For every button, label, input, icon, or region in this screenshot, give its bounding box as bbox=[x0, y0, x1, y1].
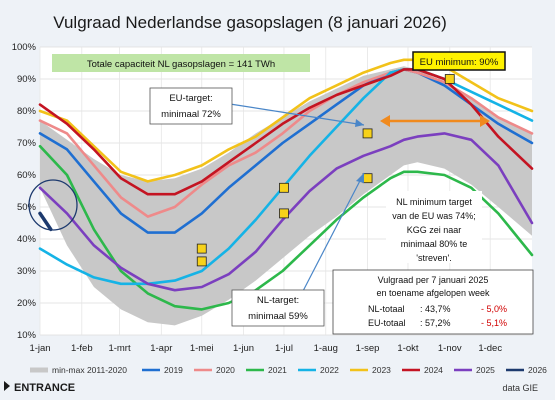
x-tick-label: 1-nov bbox=[438, 343, 462, 354]
target-marker bbox=[362, 173, 373, 184]
nl-target-line1: NL-target: bbox=[257, 295, 299, 306]
series-line-2026 bbox=[38, 211, 53, 232]
y-tick-label: 100% bbox=[12, 42, 37, 53]
legend-label: 2025 bbox=[476, 365, 495, 375]
brand-text: ENTRANCE bbox=[14, 382, 75, 394]
band-area bbox=[40, 66, 532, 326]
stats-title-line2: en toename afgelopen week bbox=[376, 288, 490, 298]
x-tick-label: 1-mei bbox=[190, 343, 214, 354]
stats-box: Vulgraad per 7 januari 2025 en toename a… bbox=[332, 269, 534, 335]
capacity-text: Totale capaciteit NL gasopslagen = 141 T… bbox=[87, 59, 275, 70]
eu-target-line1: EU-target: bbox=[169, 93, 212, 104]
y-tick-label: 80% bbox=[17, 106, 37, 117]
y-tick-label: 60% bbox=[17, 170, 37, 181]
series-line-2024 bbox=[38, 68, 534, 196]
nl-target-annotation: NL-target: minimaal 59% bbox=[231, 172, 365, 327]
x-tick-label: 1-feb bbox=[71, 343, 93, 354]
brand-logo: ENTRANCE bbox=[4, 381, 75, 394]
stats-eu-change: - 5,1% bbox=[481, 318, 507, 328]
y-tick-label: 50% bbox=[17, 202, 37, 213]
y-tick-label: 40% bbox=[17, 234, 37, 245]
eu-target-line2: minimaal 72% bbox=[161, 109, 221, 120]
x-tick-label: 1-mrt bbox=[108, 343, 131, 354]
target-marker bbox=[196, 243, 207, 254]
eu-minimum-annotation: EU minimum: 90% bbox=[412, 51, 506, 71]
note-line1: NL minimum target bbox=[396, 197, 472, 207]
stats-eu-value: : 57,2% bbox=[420, 318, 451, 328]
legend-label: 2024 bbox=[424, 365, 443, 375]
series-line-2021 bbox=[38, 144, 534, 311]
stats-eu-label: EU-totaal bbox=[368, 318, 406, 328]
nl-minimum-note: NL minimum target van de EU was 74%; KGG… bbox=[386, 191, 482, 263]
min-max-band bbox=[40, 66, 532, 326]
legend-label: 2022 bbox=[320, 365, 339, 375]
x-tick-label: 1-jun bbox=[233, 343, 254, 354]
stats-nl-label: NL-totaal bbox=[368, 304, 405, 314]
x-tick-label: 1-jan bbox=[29, 343, 50, 354]
nl-target-line2: minimaal 59% bbox=[248, 311, 308, 322]
target-marker bbox=[279, 182, 289, 193]
y-tick-label: 20% bbox=[17, 298, 37, 309]
eu-target-annotation: EU-target: minimaal 72% bbox=[149, 87, 365, 127]
series-lines bbox=[38, 58, 534, 311]
note-line3: KGG zei naar bbox=[407, 225, 462, 235]
stats-nl-value: : 43,7% bbox=[420, 304, 451, 314]
legend-label: 2023 bbox=[372, 365, 391, 375]
eu-minimum-text: EU minimum: 90% bbox=[420, 57, 499, 68]
note-line5: 'streven'. bbox=[416, 253, 451, 263]
target-marker bbox=[196, 256, 207, 267]
note-line2: van de EU was 74%; bbox=[392, 211, 476, 221]
x-tick-label: 1-jul bbox=[275, 343, 293, 354]
x-tick-label: 1-sep bbox=[356, 343, 380, 354]
legend-label: min-max 2011-2020 bbox=[52, 365, 127, 375]
series-line-2020 bbox=[38, 68, 534, 218]
legend-label: 2019 bbox=[164, 365, 183, 375]
legend: min-max 2011-2020 2019 2020 2021 2022 2023 202… bbox=[30, 365, 547, 375]
orange-range-arrow bbox=[380, 115, 490, 127]
target-marker bbox=[362, 128, 373, 139]
stats-title-line1: Vulgraad per 7 januari 2025 bbox=[378, 275, 489, 285]
x-tick-label: 1-okt bbox=[397, 343, 418, 354]
x-tick-label: 1-apr bbox=[150, 343, 172, 354]
legend-label: 2020 bbox=[216, 365, 235, 375]
chart-title: Vulgraad Nederlandse gasopslagen (8 janu… bbox=[53, 13, 446, 32]
x-tick-label: 1-aug bbox=[314, 343, 338, 354]
source-text: data GIE bbox=[502, 383, 538, 393]
target-markers bbox=[196, 74, 455, 267]
y-tick-label: 70% bbox=[17, 138, 37, 149]
y-tick-label: 30% bbox=[17, 266, 37, 277]
x-tick-label: 1-dec bbox=[478, 343, 502, 354]
target-marker bbox=[444, 74, 455, 84]
y-tick-label: 90% bbox=[17, 74, 37, 85]
series-line-2019 bbox=[38, 68, 534, 234]
y-tick-label: 10% bbox=[17, 330, 37, 341]
legend-label: 2026 bbox=[528, 365, 547, 375]
capacity-annotation: Totale capaciteit NL gasopslagen = 141 T… bbox=[52, 54, 310, 72]
legend-label: 2021 bbox=[268, 365, 287, 375]
note-line4: minimaal 80% te bbox=[401, 239, 468, 249]
axes: 10% 20% 30% 40% 50% 60% 70% 80% 90% 100% 1-jan 1-fe… bbox=[12, 42, 503, 354]
target-marker bbox=[279, 208, 289, 219]
stats-nl-change: - 5,0% bbox=[481, 304, 507, 314]
series-line-2025 bbox=[38, 132, 534, 292]
current-value-circle bbox=[28, 179, 78, 231]
